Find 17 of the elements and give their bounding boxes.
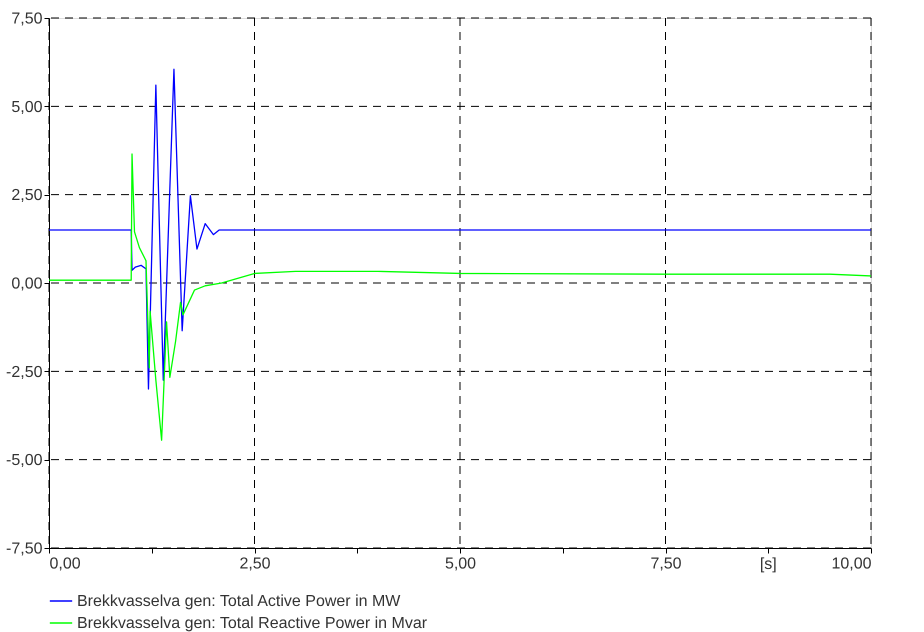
x-tick-label: 7,50 bbox=[650, 556, 682, 572]
x-tick-label: 10,00 bbox=[831, 556, 872, 572]
y-tick-label: -5,00 bbox=[6, 452, 43, 470]
y-tick-label: 5,00 bbox=[11, 98, 43, 116]
y-tick-label: -2,50 bbox=[6, 364, 43, 381]
x-tick-label: 2,50 bbox=[239, 556, 271, 572]
y-tick-label: 0,00 bbox=[11, 276, 43, 292]
y-tick-label: -7,50 bbox=[6, 540, 43, 558]
line-series bbox=[48, 68, 872, 390]
y-tick-label: 2,50 bbox=[11, 187, 43, 204]
x-tick-label: 5,00 bbox=[444, 556, 476, 572]
legend-label: Brekkvasselva gen: Total Active Power in MW bbox=[77, 593, 402, 610]
line-series bbox=[48, 153, 872, 441]
x-axis-title: [s] bbox=[760, 556, 777, 573]
x-tick-label: 0,00 bbox=[50, 556, 81, 572]
y-tick-label: 7,50 bbox=[11, 10, 43, 28]
legend-label: Brekkvasselva gen: Total Reactive Power in Mvar bbox=[77, 615, 428, 632]
